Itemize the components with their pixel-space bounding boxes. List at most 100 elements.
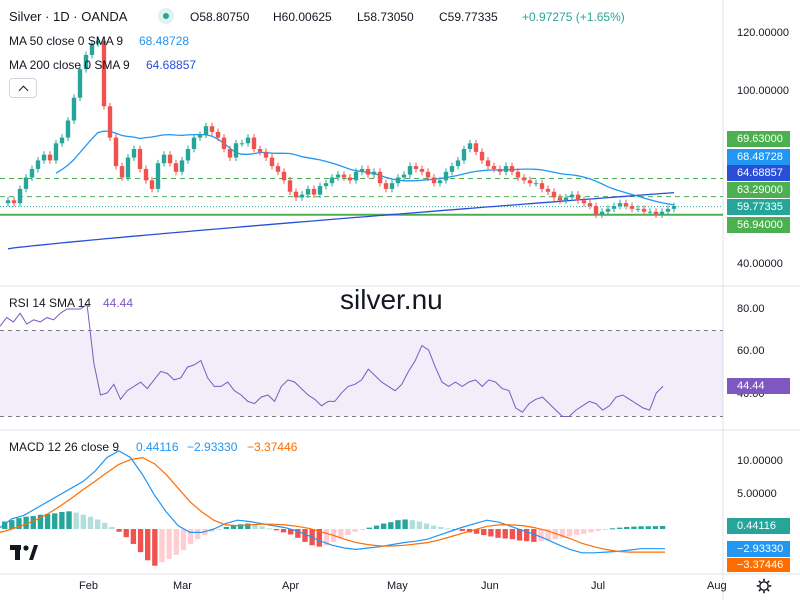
candle-body bbox=[281, 171, 287, 181]
candle-body bbox=[209, 126, 215, 132]
candle-body bbox=[665, 208, 671, 212]
candle-body bbox=[305, 188, 311, 195]
macd-histogram-bar bbox=[459, 529, 465, 532]
candle-body bbox=[539, 183, 545, 189]
macd-histogram-bar bbox=[295, 529, 301, 538]
candle-body bbox=[365, 168, 371, 175]
macd-histogram-bar bbox=[559, 529, 566, 538]
candle-body bbox=[101, 40, 107, 107]
rsi-label[interactable]: RSI 14 SMA 14 bbox=[9, 296, 92, 310]
rsi-axis-tick: 60.00 bbox=[737, 345, 765, 357]
ohlc-high: H60.00625 bbox=[273, 10, 332, 24]
macd-histogram-bar bbox=[145, 529, 151, 561]
candle-body bbox=[29, 168, 35, 178]
candle-body bbox=[509, 166, 515, 172]
candle-body bbox=[383, 183, 389, 189]
candle-body bbox=[137, 149, 143, 169]
time-axis-tick: Aug bbox=[707, 580, 727, 592]
macd-histogram-bar bbox=[352, 529, 358, 532]
macd-histogram-bar bbox=[631, 526, 637, 529]
candle-body bbox=[593, 206, 599, 215]
candle-body bbox=[23, 177, 29, 189]
eye-icon[interactable] bbox=[158, 8, 174, 24]
macd-signal-tag: −3.37446 bbox=[727, 558, 790, 572]
candle-body bbox=[149, 180, 155, 189]
gear-icon[interactable] bbox=[756, 578, 772, 594]
candle-body bbox=[425, 171, 431, 178]
candle-body bbox=[83, 54, 89, 70]
candle-body bbox=[131, 149, 137, 158]
macd-histogram-bar bbox=[109, 526, 115, 529]
time-axis-tick: Jul bbox=[591, 580, 606, 592]
candle-body bbox=[659, 211, 665, 215]
rsi-band bbox=[0, 330, 723, 417]
ma200-label[interactable]: MA 200 close 0 SMA 9 bbox=[9, 58, 130, 72]
macd-histogram-bar bbox=[316, 529, 322, 547]
macd-histogram-bar bbox=[245, 523, 251, 529]
candle-body bbox=[401, 174, 407, 178]
macd-histogram-bar bbox=[380, 523, 387, 529]
candle-body bbox=[473, 143, 479, 152]
candle-body bbox=[311, 188, 317, 195]
candle-body bbox=[233, 143, 239, 158]
macd-label[interactable]: MACD 12 26 close 9 bbox=[9, 440, 120, 454]
candle-body bbox=[323, 183, 329, 187]
candle-body bbox=[347, 177, 353, 181]
candle-body bbox=[191, 137, 197, 149]
macd-histogram-bar bbox=[509, 529, 516, 540]
macd-histogram-bar bbox=[602, 529, 609, 530]
candle-body bbox=[563, 197, 569, 201]
collapse-legend-button[interactable] bbox=[9, 78, 37, 98]
ma50-value: 68.48728 bbox=[139, 34, 190, 48]
candle-body bbox=[533, 183, 539, 185]
candle-body bbox=[335, 174, 341, 178]
candle-body bbox=[41, 154, 47, 161]
rsi-value: 44.44 bbox=[103, 296, 134, 310]
tradingview-logo-icon[interactable] bbox=[9, 541, 39, 563]
candle-body bbox=[245, 137, 251, 144]
candle-body bbox=[521, 177, 527, 181]
candle-body bbox=[197, 134, 203, 138]
ohlc-close: C59.77335 bbox=[439, 10, 498, 24]
candle-body bbox=[239, 143, 245, 145]
candle-body bbox=[167, 154, 173, 164]
candle-body bbox=[455, 160, 461, 167]
candle-body bbox=[227, 149, 233, 158]
macd-histogram-bar bbox=[2, 521, 8, 529]
macd-histogram-bar bbox=[402, 519, 408, 529]
ohlc-low: L58.73050 bbox=[357, 10, 414, 24]
macd-histogram-bar bbox=[302, 529, 308, 542]
macd-histogram-bar bbox=[273, 529, 280, 531]
candle-body bbox=[125, 157, 131, 178]
candle-body bbox=[515, 171, 521, 178]
macd-histogram-bar bbox=[102, 522, 108, 529]
candle-body bbox=[359, 168, 365, 172]
candle-body bbox=[215, 131, 221, 138]
ma50-label[interactable]: MA 50 close 0 SMA 9 bbox=[9, 34, 124, 48]
macd-value-1: 0.44116 bbox=[136, 440, 179, 454]
macd-histogram-bar bbox=[523, 529, 530, 542]
macd-histogram-bar bbox=[94, 519, 101, 529]
macd-histogram-bar bbox=[16, 518, 22, 529]
rsi-tag: 44.44 bbox=[727, 378, 790, 394]
candle-body bbox=[437, 180, 443, 184]
candle-body bbox=[491, 166, 497, 169]
macd-histogram-bar bbox=[152, 529, 158, 566]
time-axis-tick: Apr bbox=[282, 580, 300, 592]
macd-histogram-bar bbox=[366, 527, 373, 529]
candle-body bbox=[119, 166, 125, 178]
candle-body bbox=[203, 126, 209, 135]
candle-body bbox=[599, 211, 605, 215]
candle-body bbox=[263, 151, 269, 158]
macd-histogram-bar bbox=[359, 529, 365, 530]
macd-histogram-bar bbox=[52, 513, 58, 529]
candle-body bbox=[557, 197, 563, 201]
macd-histogram-bar bbox=[552, 529, 558, 540]
ma200-line bbox=[7, 191, 675, 250]
candle-body bbox=[419, 168, 425, 172]
symbol-title: Silver · 1D · OANDA bbox=[9, 9, 128, 24]
candle-body bbox=[647, 211, 653, 213]
candle-body bbox=[611, 206, 617, 209]
macd-histogram-bar bbox=[216, 529, 222, 530]
